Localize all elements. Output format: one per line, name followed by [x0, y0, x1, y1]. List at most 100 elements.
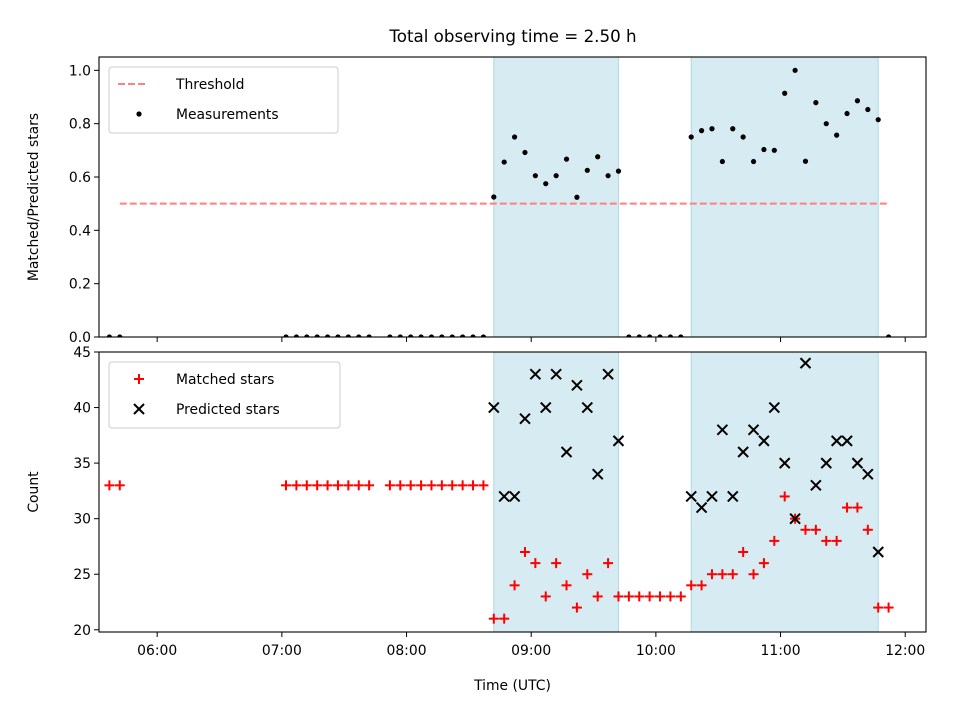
matched-star-point [395, 480, 406, 491]
y-tick-label: 30 [73, 512, 91, 528]
matched-star-point [582, 569, 593, 580]
legend-label: Matched stars [176, 372, 274, 388]
matched-star-point [312, 480, 323, 491]
y-tick-label: 45 [73, 345, 91, 361]
y-axis-label: Matched/Predicted stars [26, 113, 42, 281]
measurement-point [460, 334, 466, 337]
measurement-point [698, 128, 705, 134]
measurement-point [408, 334, 414, 337]
measurement-point [813, 100, 819, 106]
matched-star-point [519, 547, 530, 557]
matched-star-point [758, 558, 769, 569]
legend-label: Threshold [175, 77, 244, 93]
matched-star-point [675, 591, 686, 602]
y-tick-label: 0.8 [69, 117, 91, 133]
predicted-star-point [706, 490, 718, 503]
legend-label: Measurements [176, 107, 279, 123]
measurement-point [750, 158, 757, 165]
predicted-star-point [602, 368, 614, 380]
predicted-star-point [529, 368, 542, 380]
matched-star-point [436, 480, 447, 491]
matched-star-point [488, 613, 499, 624]
matched-star-point [727, 569, 738, 580]
matched-star-point [364, 480, 375, 491]
matched-star-point [405, 480, 416, 491]
matched-star-point [883, 602, 894, 613]
measurement-point [356, 334, 362, 337]
measurement-point [834, 132, 840, 138]
measurement-point [553, 173, 559, 179]
predicted-star-point [540, 401, 552, 414]
measurement-point [854, 98, 861, 104]
measurement-point [345, 334, 351, 337]
measurement-point [761, 146, 767, 153]
y-axis: 20 25 30 35 40 45 [73, 345, 99, 639]
measurement-point [324, 334, 331, 337]
legend: Matched stars Predicted stars [108, 361, 341, 429]
predicted-star-point [851, 457, 864, 469]
matched-star-point [353, 480, 364, 491]
predicted-star-point [550, 368, 562, 380]
y-tick-label: 0.4 [69, 223, 91, 239]
matched-star-point [748, 569, 759, 580]
legend-handle-measurements [136, 111, 142, 117]
measurement-point [449, 334, 455, 337]
measurement-point [543, 181, 549, 187]
measurement-point [730, 126, 736, 132]
measurement-point [647, 334, 653, 337]
observing-interval-1 [493, 352, 619, 632]
measurement-point [418, 334, 424, 337]
y-tick-label: 35 [73, 456, 91, 472]
matched-star-point [114, 480, 125, 491]
observing-interval-2 [690, 57, 879, 337]
measurement-point [314, 334, 320, 337]
predicted-star-point [737, 446, 749, 458]
matched-star-point [655, 591, 666, 602]
matched-star-point [665, 591, 676, 602]
predicted-star-point [498, 490, 510, 503]
legend-box [108, 361, 341, 429]
matched-star-point [343, 480, 354, 491]
matched-star-point [530, 558, 541, 569]
x-tick-label: 10:00 [636, 643, 676, 659]
predicted-star-point [612, 435, 625, 447]
measurement-point [844, 110, 850, 117]
plot-area [106, 57, 892, 337]
predicted-star-point [519, 412, 531, 425]
matched-star-point [509, 580, 520, 591]
measurement-point [522, 149, 528, 156]
measurement-point [802, 158, 809, 164]
x-axis-label: Time (UTC) [473, 678, 551, 694]
measurement-point [563, 156, 570, 162]
matched-star-point [862, 524, 873, 535]
y-tick-label: 25 [73, 567, 91, 583]
predicted-star-point [488, 401, 500, 414]
predicted-star-point [685, 490, 697, 503]
legend-handle-matched [134, 374, 144, 384]
matched-star-point [457, 480, 468, 491]
measurement-point [501, 159, 507, 165]
predicted-star-point [872, 546, 884, 558]
measurement-point [740, 134, 746, 140]
predicted-star-point [778, 457, 791, 469]
matched-star-point [800, 524, 811, 535]
predicted-star-point [862, 468, 874, 480]
legend-entry: Predicted stars [133, 402, 280, 418]
matched-star-point [291, 480, 302, 491]
measurement-point [792, 67, 798, 73]
measurement-point [605, 173, 611, 179]
measurement-point [470, 334, 476, 337]
matched-star-point [301, 480, 312, 491]
measurement-point [428, 334, 435, 337]
predicted-star-point [810, 479, 822, 492]
measurement-point [283, 334, 289, 337]
measurement-point [823, 121, 829, 127]
x-axis: 06:00 07:00 08:00 09:00 10:00 11:00 12:00 [137, 632, 925, 659]
measurement-point [782, 90, 788, 96]
measurement-point [106, 334, 112, 337]
measurement-point [584, 167, 590, 173]
observing-interval-1 [493, 57, 619, 337]
legend-entry: Matched stars [134, 372, 274, 388]
predicted-star-point [747, 424, 760, 436]
